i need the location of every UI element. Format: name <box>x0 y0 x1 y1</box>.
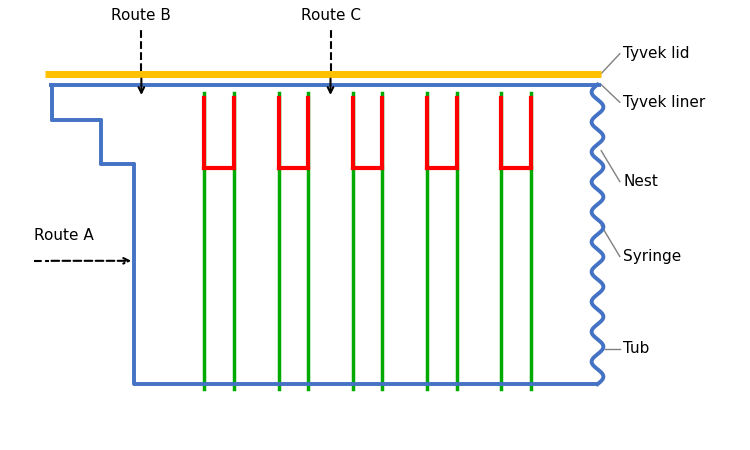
Text: Tyvek liner: Tyvek liner <box>623 94 706 110</box>
Text: Tub: Tub <box>623 342 650 356</box>
Text: Route B: Route B <box>112 8 171 23</box>
Text: Route C: Route C <box>301 8 361 23</box>
Text: Tyvek lid: Tyvek lid <box>623 46 690 61</box>
Text: Nest: Nest <box>623 174 658 189</box>
Text: Route A: Route A <box>34 228 94 243</box>
Text: Syringe: Syringe <box>623 249 682 264</box>
